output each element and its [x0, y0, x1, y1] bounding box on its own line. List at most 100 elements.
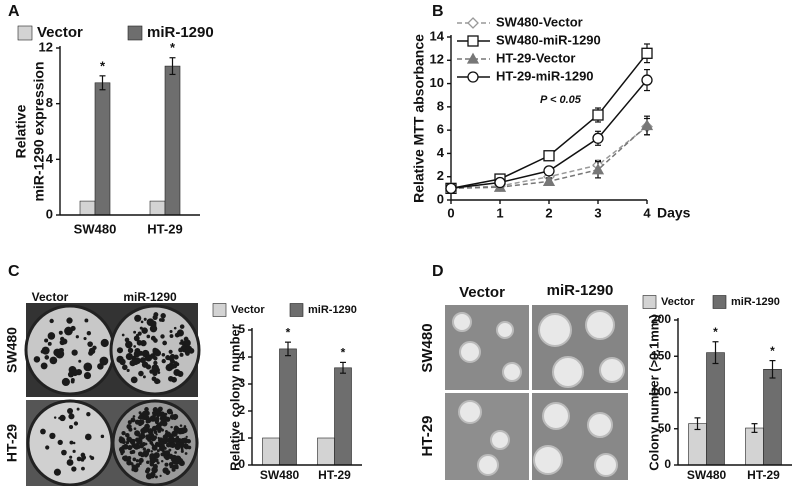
colony — [71, 349, 78, 356]
x-tick-label: 1 — [496, 205, 503, 220]
colony — [185, 435, 188, 438]
colony — [33, 356, 41, 363]
colony — [452, 312, 472, 332]
y-tick-label: 5 — [238, 322, 245, 336]
panel-label: D — [432, 263, 444, 280]
colony — [133, 350, 141, 358]
y-tick-label: 14 — [430, 28, 445, 43]
marker — [641, 47, 653, 59]
colony — [166, 433, 171, 437]
colony — [171, 467, 176, 472]
colony — [153, 356, 158, 361]
legend-swatch — [127, 25, 143, 41]
legend-label: HT-29-miR-1290 — [496, 68, 594, 83]
colony — [159, 474, 162, 478]
colony — [66, 459, 74, 466]
colony — [161, 428, 164, 432]
legend-swatch — [642, 295, 657, 309]
y-tick-label: 0 — [437, 191, 444, 206]
colony — [138, 457, 144, 463]
legend-swatch — [212, 303, 227, 317]
colony — [142, 375, 146, 379]
colony — [86, 330, 92, 336]
y-tick-label: 0 — [238, 457, 245, 471]
colony — [164, 412, 168, 416]
colony — [133, 345, 137, 348]
y-tick-label: 0 — [46, 206, 53, 221]
colony — [100, 434, 105, 439]
colony — [133, 335, 140, 342]
colony — [120, 452, 124, 456]
y-tick-label: 2 — [238, 403, 245, 417]
colony — [180, 339, 184, 343]
colony — [72, 441, 76, 445]
bar — [94, 82, 111, 216]
colony — [69, 425, 74, 430]
x-tick-label: HT-29 — [318, 468, 351, 482]
y-tick-label: 4 — [46, 151, 54, 166]
colony — [169, 442, 176, 449]
colony — [145, 473, 153, 480]
colony — [57, 439, 63, 446]
colony — [132, 457, 137, 462]
colony — [138, 422, 142, 427]
colony — [150, 353, 154, 357]
photo-column-label: miR-1290 — [547, 282, 614, 299]
colony — [180, 447, 184, 451]
colony — [138, 461, 142, 466]
colony — [149, 461, 155, 467]
colony — [140, 320, 144, 324]
colony — [127, 347, 134, 354]
colony — [169, 330, 173, 334]
colony — [122, 364, 128, 371]
bar — [164, 65, 181, 216]
bar — [763, 368, 782, 466]
colony — [184, 445, 189, 450]
colony — [116, 347, 124, 354]
marker — [641, 74, 653, 86]
significance-mark: * — [770, 344, 775, 358]
colony — [121, 333, 125, 337]
bar — [149, 200, 166, 216]
colony — [153, 452, 160, 459]
colony — [188, 347, 195, 354]
annotation: P < 0.05 — [540, 94, 582, 106]
colony — [153, 463, 158, 468]
y-tick-label: 1 — [238, 430, 245, 444]
colony — [169, 464, 174, 469]
colony — [80, 458, 85, 462]
colony — [76, 456, 82, 462]
y-axis-label: Relative MTT absorbance — [411, 34, 427, 203]
colony — [160, 334, 165, 339]
colony — [168, 448, 172, 452]
colony — [133, 427, 137, 431]
colony — [594, 453, 618, 477]
colony — [100, 338, 109, 348]
colony — [496, 321, 514, 339]
colony — [125, 352, 133, 361]
colony — [49, 318, 54, 324]
colony — [69, 455, 73, 459]
colony — [159, 420, 165, 426]
colony — [150, 328, 154, 331]
marker — [591, 163, 605, 175]
colony — [157, 413, 160, 417]
colony — [68, 365, 77, 374]
colony — [141, 441, 146, 447]
colony — [119, 358, 126, 366]
colony — [587, 412, 613, 438]
y-tick-label: 4 — [238, 349, 245, 363]
panel-label: B — [432, 3, 444, 20]
colony — [168, 349, 173, 354]
colonies — [452, 310, 625, 477]
colony — [132, 439, 136, 443]
x-tick-label: SW480 — [687, 468, 727, 482]
colony — [123, 456, 129, 462]
colony — [164, 462, 169, 467]
colony — [173, 369, 181, 377]
significance-mark: * — [713, 325, 718, 339]
colony — [153, 360, 158, 365]
colony — [179, 427, 186, 435]
colony — [179, 352, 184, 357]
